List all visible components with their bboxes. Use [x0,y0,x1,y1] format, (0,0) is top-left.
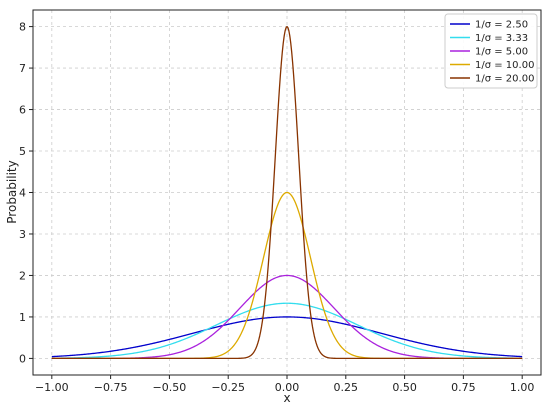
y-tick-label: 3 [19,228,26,241]
x-tick-label: 0.00 [275,381,300,394]
y-tick-label: 0 [19,352,26,365]
legend-label: 1/σ = 10.00 [475,60,534,71]
x-axis-label: x [283,391,290,405]
y-tick-label: 1 [19,311,26,324]
x-tick-label: −0.25 [211,381,245,394]
y-tick-label: 7 [19,62,26,75]
x-tick-label: −1.00 [35,381,69,394]
y-tick-label: 2 [19,269,26,282]
y-axis-label: Probability [5,160,19,223]
y-tick-label: 8 [19,21,26,34]
legend-label: 1/σ = 2.50 [475,20,528,31]
series-line [51,302,523,359]
legend-box [444,13,538,89]
x-tick-label: 1.00 [510,381,535,394]
y-tick-label: 4 [19,187,26,200]
x-tick-label: 0.50 [392,381,417,394]
legend-label: 1/σ = 5.00 [475,47,528,58]
legend: 1/σ = 2.50 1/σ = 3.33 1/σ = 5.00 1/σ = 10.0… [444,13,538,89]
series-group [51,25,523,360]
legend-label: 1/σ = 20.00 [475,74,534,85]
y-tick-label: 6 [19,104,26,117]
x-tick-label: 0.75 [451,381,476,394]
y-axis-ticks: 0 1 2 3 4 5 6 7 8 [19,21,33,365]
series-line [51,25,523,360]
series-line [51,316,523,358]
y-tick-label: 5 [19,145,26,158]
x-tick-label: −0.75 [94,381,128,394]
legend-label: 1/σ = 3.33 [475,33,528,44]
x-axis-ticks: −1.00 −0.75 −0.50 −0.25 0.00 0.25 0.50 0.75 1.00 [35,375,534,394]
x-tick-label: −0.50 [153,381,187,394]
x-tick-label: 0.25 [334,381,359,394]
